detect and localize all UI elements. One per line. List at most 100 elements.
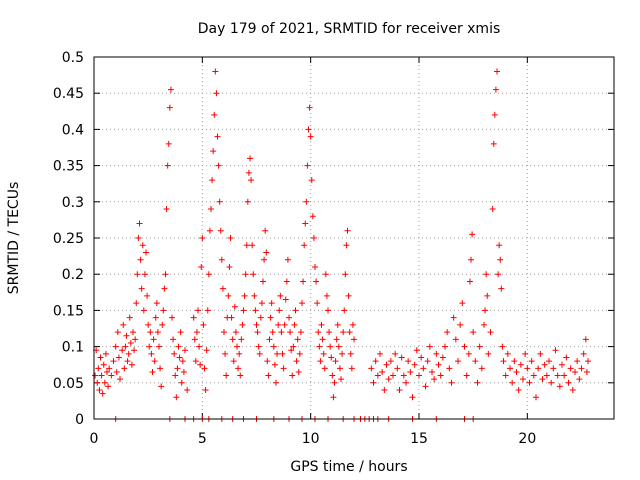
y-tick-label: 0.05	[53, 376, 84, 392]
data-point	[247, 155, 253, 162]
data-point	[162, 271, 169, 278]
data-point	[245, 169, 252, 176]
data-point	[126, 314, 133, 321]
data-point	[368, 365, 375, 372]
data-point	[273, 379, 279, 386]
data-point	[253, 321, 260, 328]
data-point	[528, 358, 535, 365]
data-point	[489, 206, 496, 213]
data-point	[341, 307, 348, 314]
data-point	[322, 271, 329, 278]
data-point	[411, 361, 418, 368]
data-point	[496, 242, 503, 249]
data-point	[485, 350, 492, 357]
data-point	[294, 336, 301, 343]
data-point	[491, 111, 498, 118]
data-point	[138, 285, 145, 292]
data-point	[321, 365, 328, 372]
data-point	[541, 361, 548, 368]
data-point	[320, 350, 327, 357]
data-point	[208, 206, 214, 213]
data-point	[293, 358, 300, 365]
data-point	[101, 379, 108, 386]
data-point	[457, 321, 464, 328]
x-tick-label: 15	[410, 431, 428, 447]
data-point	[265, 372, 272, 379]
data-point	[574, 358, 581, 365]
data-point	[524, 365, 531, 372]
data-point	[289, 372, 296, 379]
data-point	[156, 343, 162, 350]
data-point	[312, 263, 318, 270]
data-point	[136, 220, 143, 227]
data-point	[452, 336, 459, 343]
data-point	[158, 383, 165, 390]
data-point	[424, 358, 431, 365]
data-point	[135, 235, 142, 241]
data-point	[286, 314, 292, 321]
data-point	[482, 307, 489, 314]
data-point	[304, 162, 311, 169]
data-point	[122, 343, 129, 350]
data-point	[374, 372, 381, 379]
data-point	[139, 242, 146, 249]
data-point	[315, 329, 322, 336]
data-point	[106, 365, 113, 372]
data-point	[381, 387, 388, 394]
data-point	[585, 358, 591, 365]
axes: 0 0.05 0.1 0.15 0.2 0.25 0.3 0.35 0.4 0.45 0.5 0 5 10…	[53, 50, 614, 447]
data-point	[342, 271, 349, 278]
x-tick-label: 10	[302, 431, 320, 447]
data-point	[409, 394, 416, 401]
data-point	[546, 358, 552, 365]
data-point	[165, 140, 172, 147]
data-point	[248, 177, 255, 184]
data-point	[243, 242, 250, 249]
data-point	[119, 347, 126, 354]
data-point	[125, 350, 132, 357]
data-point	[269, 329, 276, 336]
data-point	[258, 300, 265, 307]
data-point	[171, 350, 178, 357]
data-point	[403, 379, 409, 386]
data-point	[446, 365, 453, 372]
data-point	[268, 300, 275, 307]
data-point	[336, 365, 343, 372]
grid	[94, 57, 614, 419]
data-point	[459, 300, 466, 307]
data-point	[420, 365, 427, 372]
data-point	[182, 347, 188, 354]
data-point	[396, 387, 403, 394]
data-point	[193, 329, 200, 336]
data-point	[117, 376, 123, 383]
data-point	[502, 372, 509, 379]
data-point	[490, 140, 497, 147]
data-point	[433, 350, 440, 357]
data-point	[174, 365, 181, 372]
data-point	[232, 329, 239, 336]
data-point	[517, 361, 524, 368]
data-point	[439, 354, 446, 361]
data-point	[166, 104, 173, 111]
data-point	[151, 358, 158, 365]
data-point	[580, 350, 587, 357]
data-point	[483, 271, 490, 278]
data-point	[468, 256, 474, 263]
data-point	[326, 329, 333, 336]
data-point	[370, 379, 377, 386]
data-point	[173, 394, 180, 401]
data-point	[164, 162, 171, 169]
data-point	[209, 177, 216, 184]
data-point	[295, 368, 302, 375]
data-point	[134, 271, 141, 278]
data-point	[500, 358, 507, 365]
data-point	[212, 68, 219, 75]
data-point	[552, 347, 559, 354]
data-point	[242, 271, 249, 278]
data-point	[314, 300, 321, 307]
data-point	[270, 343, 277, 350]
data-point	[316, 343, 323, 350]
data-point	[569, 387, 576, 394]
data-point	[264, 358, 271, 365]
